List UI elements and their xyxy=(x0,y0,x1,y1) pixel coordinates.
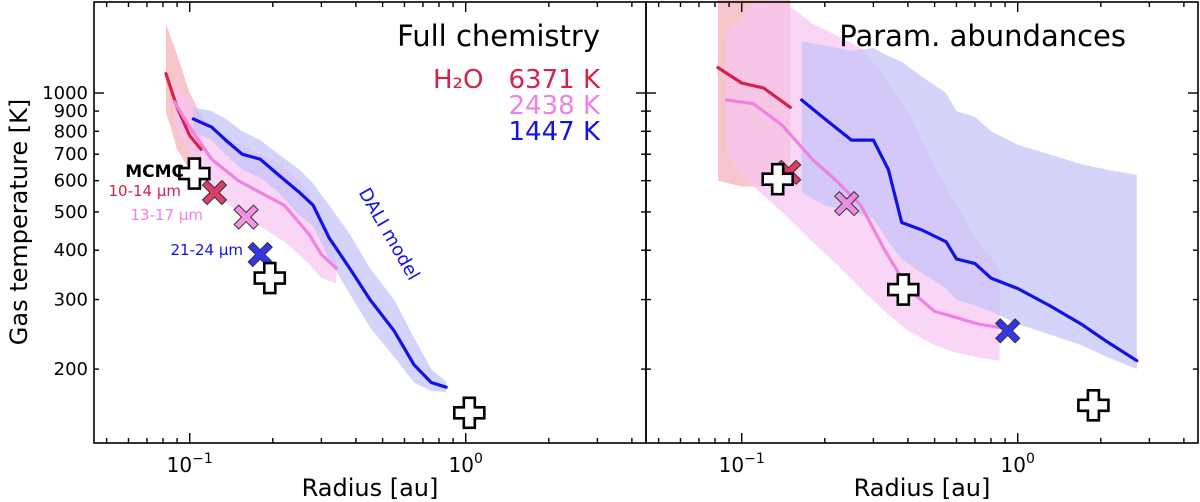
series-line-pink xyxy=(724,98,1002,329)
legend-entry-blue: 1447 K xyxy=(509,117,601,147)
y-axis-label: Gas temperature [K] xyxy=(5,99,33,345)
uncertainty-band-blue xyxy=(193,107,447,393)
y-tick-label: 700 xyxy=(54,144,88,165)
y-tick-label: 1000 xyxy=(42,83,88,104)
dali-marker xyxy=(1077,388,1110,422)
y-tick-label: 500 xyxy=(54,202,88,223)
mcmc-label: MCMC xyxy=(125,162,184,182)
x-axis-label-left: Radius [au] xyxy=(302,474,439,502)
panel-param-abundances: Param. abundances xyxy=(645,0,1199,444)
x-tick-label: 10−1 xyxy=(167,451,213,477)
y-tick-label: 400 xyxy=(54,240,88,261)
x-tick-labels: 10−1 100 10−1 100 xyxy=(167,451,1035,477)
mcmc-marker-pink xyxy=(833,190,860,217)
series-line-red xyxy=(716,66,792,109)
x-axis-label-right: Radius [au] xyxy=(854,474,991,502)
x-tick-label: 100 xyxy=(1001,451,1035,477)
mcmc-label-red: 10-14 μm xyxy=(108,182,181,200)
dali-marker xyxy=(886,273,920,306)
y-tick-label: 200 xyxy=(54,359,88,380)
y-tick-label: 300 xyxy=(54,290,88,311)
legend-entry-pink: 2438 K xyxy=(509,91,601,121)
dali-marker xyxy=(761,162,795,196)
mcmc-marker-pink xyxy=(233,204,259,230)
dali-marker xyxy=(452,396,486,430)
mcmc-label-pink: 13-17 μm xyxy=(130,206,203,224)
panel-full-chemistry: Full chemistry H₂O 6371 K 2438 K 1447 K … xyxy=(93,1,647,444)
dali-marker xyxy=(253,261,287,295)
series-line-red xyxy=(164,72,203,151)
y-tick-label: 800 xyxy=(54,121,88,142)
series-line-pink xyxy=(172,100,338,270)
legend-molecule: H₂O xyxy=(433,65,483,95)
uncertainty-band-blue xyxy=(801,41,1137,370)
mcmc-marker-red xyxy=(201,179,228,206)
legend: H₂O 6371 K 2438 K 1447 K xyxy=(433,65,601,147)
legend-entry-red: 6371 K xyxy=(509,65,601,95)
series-line-blue xyxy=(191,117,448,389)
dali-marker xyxy=(178,157,211,190)
axes-frame xyxy=(645,1,1199,444)
mcmc-marker-blue xyxy=(994,318,1021,344)
series-line-blue xyxy=(800,98,1139,363)
x-tick-label: 100 xyxy=(449,451,483,477)
x-tick-label: 10−1 xyxy=(719,451,765,477)
panel-title: Param. abundances xyxy=(839,19,1126,53)
mcmc-label-blue: 21-24 μm xyxy=(170,241,243,259)
y-tick-label: 600 xyxy=(54,171,88,192)
panel-title: Full chemistry xyxy=(397,19,600,53)
y-tick-label: 900 xyxy=(54,101,88,122)
